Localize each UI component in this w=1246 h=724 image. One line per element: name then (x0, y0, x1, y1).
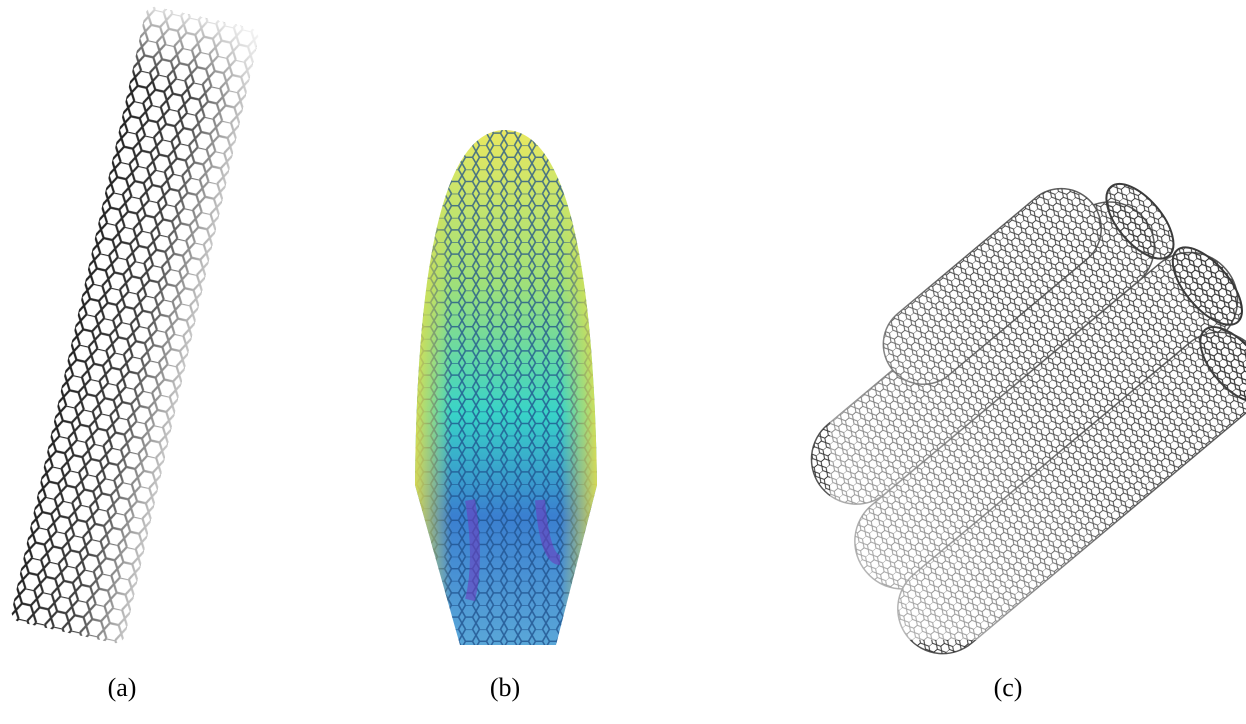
panel-label: (b) (490, 673, 520, 702)
panel-label: (c) (994, 673, 1023, 702)
nanotube-a (9, 4, 261, 646)
panel-label: (a) (108, 673, 137, 702)
nanocone-b (415, 130, 597, 645)
nanotube-bundle-c (810, 130, 1246, 655)
